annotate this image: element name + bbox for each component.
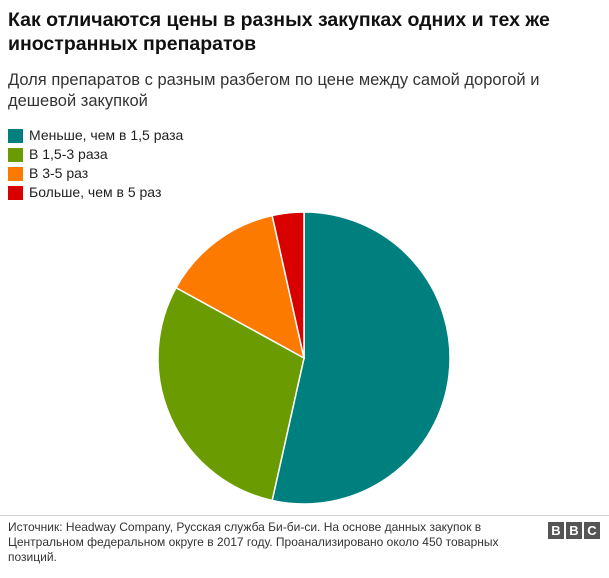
pie-slice [271,211,451,505]
legend-item: Меньше, чем в 1,5 раза [8,126,183,145]
bbc-logo-letter: B [548,522,564,539]
legend-swatch [8,128,23,143]
legend-swatch [8,166,23,181]
pie-slice [175,214,306,360]
pie-slice [271,211,305,359]
source-note: Источник: Headway Company, Русская служб… [8,520,499,564]
legend-label: В 1,5-3 раза [29,146,108,162]
chart-title: Как отличаются цены в разных закупках од… [8,9,550,55]
pie-slice [157,286,305,502]
bbc-logo: B B C [548,522,600,539]
legend-label: Меньше, чем в 1,5 раза [29,127,184,143]
pie-slices [157,211,451,505]
bbc-logo-letter: C [584,522,600,539]
legend: Меньше, чем в 1,5 раза В 1,5-3 раза В 3-… [8,126,183,202]
chart-subtitle: Доля препаратов с разным разбегом по цен… [8,71,540,110]
legend-item: В 1,5-3 раза [8,145,183,164]
legend-swatch [8,147,23,162]
legend-item: Больше, чем в 5 раз [8,183,183,202]
legend-label: В 3-5 раз [29,165,89,181]
bbc-logo-letter: B [566,522,582,539]
legend-label: Больше, чем в 5 раз [29,184,162,200]
footer-divider [0,515,609,516]
legend-item: В 3-5 раз [8,164,183,183]
legend-swatch [8,185,23,200]
